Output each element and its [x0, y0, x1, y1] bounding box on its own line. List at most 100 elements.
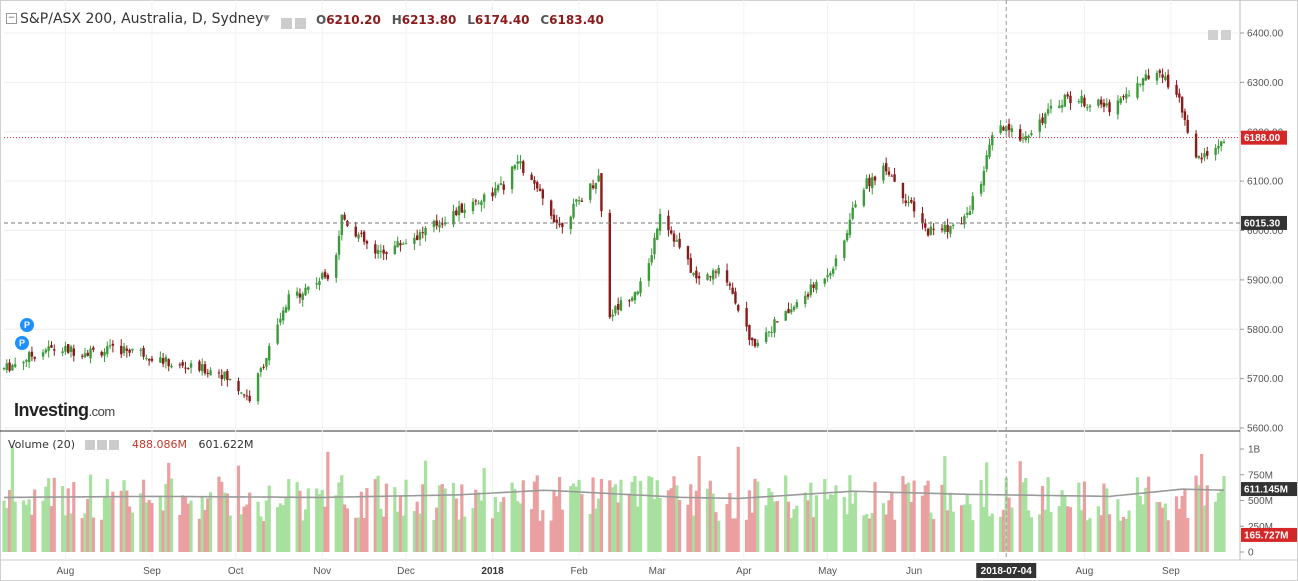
candle	[61, 347, 64, 357]
volume-bar	[834, 485, 838, 552]
candle-body	[455, 210, 458, 216]
candle	[951, 223, 955, 230]
volume-bar	[784, 475, 788, 552]
x-tick-label: Aug	[57, 566, 75, 577]
last-price-tag	[1241, 130, 1287, 145]
candle	[1200, 152, 1203, 164]
price-tick-label: 6400.00	[1247, 29, 1284, 40]
volume-bar	[359, 491, 363, 552]
candle	[979, 181, 983, 197]
candle	[619, 296, 623, 312]
candle	[1220, 140, 1223, 152]
close-icon[interactable]	[108, 440, 119, 450]
candle-body	[1144, 74, 1148, 81]
volume-bar	[83, 513, 87, 552]
volume-bar	[728, 492, 732, 552]
candle	[960, 216, 963, 225]
candle-body	[773, 319, 776, 333]
volume-bar	[887, 500, 891, 552]
candle-body	[949, 225, 952, 234]
candle	[499, 176, 503, 186]
settings-icon[interactable]	[96, 440, 107, 450]
volume-bar	[66, 488, 70, 552]
volume-bar	[47, 478, 51, 552]
candle-body	[106, 346, 109, 354]
candle	[695, 266, 698, 284]
volume-bar	[772, 501, 777, 552]
candle-body	[100, 351, 103, 356]
settings-icon[interactable]	[295, 18, 306, 29]
candle-body	[910, 199, 913, 203]
candle-body	[1116, 100, 1120, 115]
volume-bar	[750, 512, 754, 552]
volume-bar	[295, 482, 299, 552]
candle	[111, 340, 115, 353]
candle-body	[376, 249, 380, 254]
candle-body	[145, 358, 148, 360]
eye-icon[interactable]	[84, 440, 95, 450]
event-marker[interactable]: P	[15, 336, 29, 350]
volume-bar	[1046, 477, 1050, 552]
candle	[848, 213, 852, 239]
candle-body	[580, 200, 584, 202]
candle	[321, 271, 324, 281]
volume-bar	[1007, 497, 1011, 552]
candle-body	[1099, 99, 1103, 105]
volume-bar	[108, 498, 112, 552]
candle	[907, 195, 910, 207]
candle-body	[516, 161, 519, 164]
candle-body	[999, 125, 1002, 133]
candle	[50, 341, 53, 348]
eye-icon[interactable]	[281, 18, 292, 29]
collapse-icon[interactable]: −	[6, 13, 17, 24]
candle	[1083, 94, 1086, 108]
candle-body	[413, 237, 416, 244]
candle	[904, 193, 907, 207]
volume-bar	[865, 514, 869, 552]
volume-bar	[2, 500, 6, 552]
volume-bar	[320, 489, 324, 552]
candle-body	[1083, 97, 1086, 107]
candle	[22, 360, 25, 371]
candle	[714, 269, 718, 279]
volume-bar	[340, 475, 344, 552]
candle	[675, 234, 679, 242]
candle-body	[873, 176, 877, 181]
candle-body	[256, 373, 260, 402]
x-tick-label: Jun	[906, 566, 922, 577]
candle	[901, 182, 905, 204]
volume-bar	[971, 520, 975, 552]
volume-tick-label: 250M	[1248, 522, 1273, 533]
volume-bar	[1121, 516, 1126, 552]
candle	[519, 155, 522, 170]
pane-down-icon[interactable]	[1221, 30, 1231, 40]
candle	[452, 204, 455, 228]
event-marker[interactable]: P	[20, 318, 34, 332]
candle-body	[318, 281, 321, 286]
candle	[1203, 147, 1206, 162]
candle-body	[711, 270, 715, 280]
candle	[1002, 125, 1005, 131]
volume-bar	[694, 490, 698, 552]
volume-bar	[80, 518, 84, 552]
candle	[686, 245, 690, 265]
candle	[1049, 99, 1053, 114]
candle-body	[8, 362, 11, 371]
candle-body	[1127, 95, 1131, 97]
ohlc-readout: O6210.20 H6213.80 L6174.40 C6183.40	[316, 13, 611, 27]
volume-bar	[940, 484, 944, 552]
candle-body	[5, 363, 8, 371]
pane-up-icon[interactable]	[1208, 30, 1218, 40]
candle-body	[591, 185, 595, 188]
chevron-down-icon[interactable]: ▼	[263, 14, 270, 24]
candle-body	[262, 366, 265, 368]
volume-bar	[725, 504, 729, 552]
candle	[689, 253, 692, 273]
candle	[912, 197, 916, 218]
candle	[843, 239, 846, 261]
volume-bar	[580, 494, 584, 552]
candle	[630, 295, 634, 302]
volume-bar	[373, 479, 377, 552]
candle-body	[393, 245, 397, 255]
volume-bar	[203, 509, 207, 552]
